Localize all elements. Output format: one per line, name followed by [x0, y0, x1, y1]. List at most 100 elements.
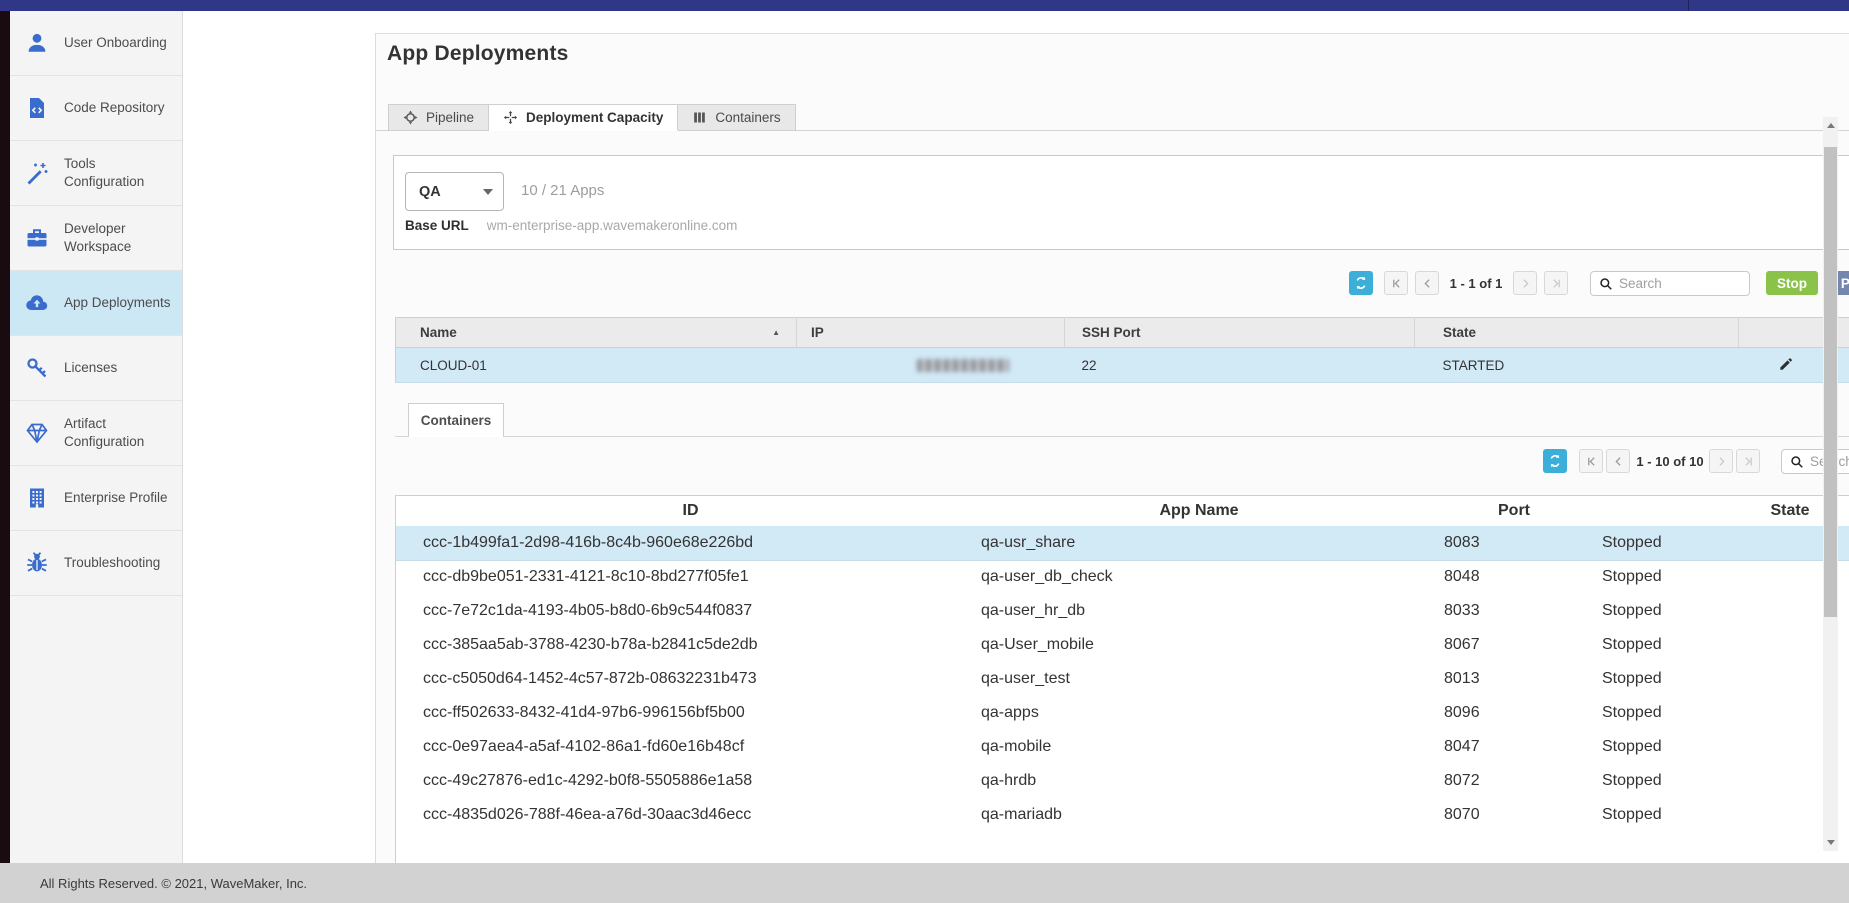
next-page-button[interactable] [1513, 271, 1537, 295]
sidebar-item-artifact-configuration[interactable]: Artifact Configuration [10, 401, 182, 466]
table-row[interactable]: ccc-db9be051-2331-4121-8c10-8bd277f05fe1… [396, 560, 1849, 594]
app-deployments-panel: App Deployments Pipeline Deployment Capa… [375, 33, 1849, 869]
sidebar-item-label: Enterprise Profile [64, 489, 168, 505]
edit-cell [1738, 347, 1833, 383]
column-header-state[interactable]: State [1770, 502, 1810, 519]
instances-table: Name ▲ IP SSH Port State CLOUD-01 22 STAR… [395, 317, 1849, 383]
first-page-button[interactable] [1384, 271, 1408, 295]
table-row[interactable]: ccc-0e97aea4-a5af-4102-86a1-fd60e16b48cf… [396, 730, 1849, 764]
container-app-name: qa-mariadb [981, 806, 1062, 823]
pipeline-icon [403, 110, 418, 125]
container-state: Stopped [1602, 568, 1662, 586]
sidebar-item-enterprise-profile[interactable]: Enterprise Profile [10, 466, 182, 531]
container-state: Stopped [1602, 738, 1662, 755]
base-url-label: Base URL [405, 218, 469, 233]
column-header-id[interactable]: ID [682, 502, 699, 519]
column-header-port[interactable]: Port [1498, 502, 1530, 519]
table-row[interactable]: ccc-49c27876-ed1c-4292-b0f8-5505886e1a58… [396, 764, 1849, 798]
instance-ssh-port: 22 [1064, 347, 1415, 383]
next-page-button[interactable] [1709, 449, 1733, 473]
container-app-name: qa-user_test [981, 670, 1070, 687]
scroll-down-arrow[interactable] [1823, 834, 1838, 851]
sidebar-item-label: User Onboarding [64, 34, 167, 50]
sidebar-item-label: Artifact Configuration [64, 415, 145, 449]
stop-button[interactable]: Stop [1766, 271, 1818, 295]
last-page-button[interactable] [1736, 449, 1760, 473]
sidebar-item-developer-workspace[interactable]: Developer Workspace [10, 206, 182, 271]
first-page-button[interactable] [1579, 449, 1603, 473]
search-input[interactable] [1619, 276, 1741, 291]
containers-header-row: ID App Name Port State [396, 496, 1849, 526]
last-page-button[interactable] [1544, 271, 1568, 295]
instance-state: STARTED [1414, 347, 1739, 383]
tabs-divider [376, 130, 1849, 131]
column-header-name[interactable]: Name ▲ [395, 317, 797, 348]
column-header-edit [1738, 317, 1833, 348]
container-state: Stopped [1602, 704, 1662, 721]
container-state: Stopped [1602, 806, 1662, 823]
container-port: 8047 [1444, 738, 1480, 755]
scrollbar-thumb[interactable] [1824, 147, 1837, 617]
column-header-ssh-port[interactable]: SSH Port [1064, 317, 1415, 348]
instance-name: CLOUD-01 [395, 347, 797, 383]
tab-containers[interactable]: Containers [678, 104, 796, 131]
container-id: ccc-0e97aea4-a5af-4102-86a1-fd60e16b48cf [423, 738, 745, 755]
sidebar-item-troubleshooting[interactable]: Troubleshooting [10, 531, 182, 596]
pagination-status: 1 - 10 of 10 [1636, 454, 1704, 469]
container-app-name: qa-mobile [981, 738, 1052, 755]
magic-wand-icon [24, 160, 50, 186]
search-icon [1599, 277, 1613, 291]
tab-label: Deployment Capacity [526, 110, 664, 125]
sidebar-item-tools-configuration[interactable]: Tools Configuration [10, 141, 182, 206]
container-port: 8067 [1444, 636, 1480, 653]
code-file-icon [24, 95, 50, 121]
tab-deployment-capacity[interactable]: Deployment Capacity [489, 104, 679, 131]
column-header-state[interactable]: State [1414, 317, 1739, 348]
tab-containers-detail[interactable]: Containers [408, 403, 504, 437]
sidebar-item-label: Code Repository [64, 99, 165, 115]
column-header-app-name[interactable]: App Name [1159, 502, 1239, 519]
table-row[interactable]: ccc-ff502633-8432-41d4-97b6-996156bf5b00… [396, 696, 1849, 730]
container-app-name: qa-User_mobile [981, 636, 1094, 653]
table-row[interactable]: ccc-7e72c1da-4193-4b05-b8d0-6b9c544f0837… [396, 594, 1849, 628]
column-header-ip[interactable]: IP [796, 317, 1065, 348]
refresh-button[interactable] [1543, 449, 1567, 473]
edit-pencil-icon[interactable] [1778, 356, 1794, 372]
copyright-text: All Rights Reserved. © 2021, WaveMaker, … [40, 875, 308, 891]
building-icon [24, 485, 50, 511]
pagination-status: 1 - 1 of 1 [1449, 276, 1503, 291]
apps-count: 10 / 21 Apps [521, 182, 605, 199]
instances-header-row: Name ▲ IP SSH Port State [395, 317, 1849, 348]
table-row[interactable]: ccc-1b499fa1-2d98-416b-8c4b-960e68e226bd… [396, 526, 1849, 561]
container-port: 8013 [1444, 670, 1480, 687]
container-state: Stopped [1602, 636, 1662, 653]
sidebar-item-label: Troubleshooting [64, 554, 161, 570]
environment-select[interactable]: QA [405, 172, 504, 211]
briefcase-icon [24, 225, 50, 251]
tab-label: Pipeline [426, 110, 475, 125]
sidebar-item-code-repository[interactable]: Code Repository [10, 76, 182, 141]
table-row[interactable]: CLOUD-01 22 STARTED [395, 347, 1849, 383]
left-edge-strip [0, 11, 10, 863]
sidebar-item-app-deployments[interactable]: App Deployments [10, 271, 182, 336]
container-app-name: qa-usr_share [958, 526, 1417, 561]
sidebar-item-user-onboarding[interactable]: User Onboarding [10, 11, 182, 76]
scroll-up-arrow[interactable] [1823, 117, 1838, 134]
sidebar-item-licenses[interactable]: Licenses [10, 336, 182, 401]
container-port: 8083 [1417, 526, 1584, 561]
instances-search [1590, 271, 1750, 296]
previous-page-button[interactable] [1606, 449, 1630, 473]
subtab-divider [395, 436, 1849, 437]
table-row[interactable]: ccc-385aa5ab-3788-4230-b78a-b2841c5de2db… [396, 628, 1849, 662]
container-id: ccc-49c27876-ed1c-4292-b0f8-5505886e1a58 [423, 772, 753, 789]
table-row[interactable]: ccc-4835d026-788f-46ea-a76d-30aac3d46ecc… [396, 798, 1849, 832]
table-row[interactable]: ccc-c5050d64-1452-4c57-872b-08632231b473… [396, 662, 1849, 696]
sort-ascending-icon: ▲ [772, 328, 780, 337]
container-app-name: qa-user_hr_db [981, 602, 1086, 619]
tab-pipeline[interactable]: Pipeline [388, 104, 490, 131]
move-arrows-icon [503, 110, 518, 125]
previous-page-button[interactable] [1415, 271, 1439, 295]
capacity-summary-box: QA 10 / 21 Apps Base URL wm-enterprise-a… [393, 155, 1849, 250]
refresh-button[interactable] [1349, 271, 1373, 295]
